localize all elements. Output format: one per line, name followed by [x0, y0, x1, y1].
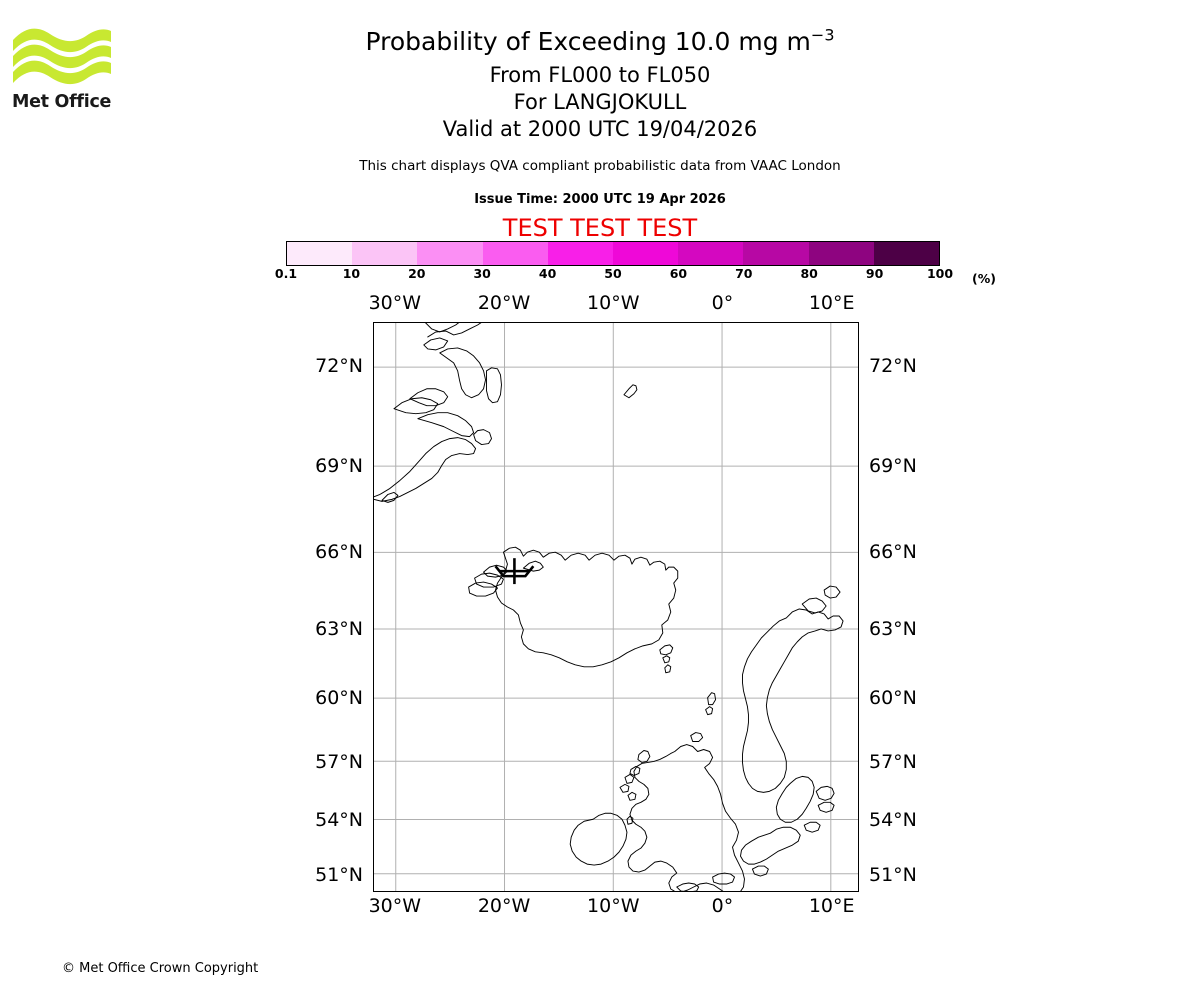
colorbar-tick-20: 20	[408, 266, 426, 281]
lat-label-right-54°N: 54°N	[869, 809, 917, 832]
colorbar-tick-60: 60	[669, 266, 688, 281]
lat-label-left-63°N: 63°N	[315, 618, 363, 641]
probability-colorbar	[286, 241, 940, 266]
colorbar-band-90-100	[873, 242, 940, 265]
volcano-name-subtitle: For LANGJOKULL	[513, 90, 687, 114]
lon-label-top-20°W: 20°W	[477, 292, 531, 314]
lon-label-top-10°E: 10°E	[808, 292, 855, 314]
volcano-marker	[494, 558, 535, 585]
lon-label-bottom-30°W: 30°W	[368, 895, 422, 917]
lat-label-right-66°N: 66°N	[869, 541, 917, 564]
colorbar-band-30-40	[482, 242, 548, 265]
colorbar-band-10-20	[352, 242, 418, 265]
colorbar-band-80-90	[808, 242, 874, 265]
colorbar-band-40-50	[547, 242, 614, 265]
colorbar-tick-30: 30	[473, 266, 491, 281]
colorbar-band-50-60	[613, 242, 679, 265]
colorbar-tick-10: 10	[342, 266, 361, 281]
lat-label-right-57°N: 57°N	[869, 750, 917, 773]
colorbar-band-70-80	[743, 242, 809, 265]
colorbar-tick-0.1: 0.1	[274, 266, 298, 281]
colorbar-tick-50: 50	[604, 266, 622, 281]
issue-time: Issue Time: 2000 UTC 19 Apr 2026	[474, 192, 726, 207]
lat-label-left-66°N: 66°N	[315, 541, 363, 564]
ash-probability-map[interactable]	[373, 322, 859, 892]
lon-label-top-0°: 0°	[711, 292, 734, 314]
map-graticule	[374, 323, 858, 891]
colorbar-unit-label: (%)	[972, 271, 996, 286]
lon-label-bottom-10°E: 10°E	[808, 895, 855, 917]
colorbar-gradient	[286, 241, 940, 266]
colorbar-tick-80: 80	[800, 266, 818, 281]
lat-label-right-63°N: 63°N	[869, 618, 917, 641]
coastlines	[374, 323, 844, 891]
colorbar-tick-90: 90	[865, 266, 884, 281]
lat-label-left-57°N: 57°N	[315, 750, 363, 773]
lon-label-bottom-20°W: 20°W	[477, 895, 531, 917]
lat-label-right-51°N: 51°N	[869, 863, 917, 886]
lat-label-right-72°N: 72°N	[869, 355, 917, 378]
colorbar-tick-labels: 0.1 10 20 30 40 50 60 70 80 90 100	[0, 266, 1200, 284]
lat-label-left-54°N: 54°N	[315, 809, 363, 832]
lon-label-bottom-10°W: 10°W	[587, 895, 640, 917]
page-title: Probability of Exceeding 10.0 mg m−3	[0, 26, 1200, 58]
colorbar-tick-40: 40	[538, 266, 557, 281]
colorbar-band-60-70	[678, 242, 744, 265]
met-office-logo-text: Met Office	[12, 92, 112, 112]
flight-level-subtitle: From FL000 to FL050	[489, 63, 711, 87]
valid-time-subtitle: Valid at 2000 UTC 19/04/2026	[442, 117, 758, 141]
lon-label-top-30°W: 30°W	[368, 292, 422, 314]
lon-label-bottom-0°: 0°	[711, 895, 734, 917]
met-office-logo	[12, 22, 112, 112]
copyright-notice: © Met Office Crown Copyright	[62, 961, 259, 976]
test-banner: TEST TEST TEST	[502, 214, 698, 242]
page-title-exponent: −3	[810, 25, 835, 45]
lat-label-left-51°N: 51°N	[315, 863, 363, 886]
lat-label-left-72°N: 72°N	[315, 355, 363, 378]
colorbar-tick-100: 100	[926, 266, 954, 281]
lon-label-top-10°W: 10°W	[587, 292, 640, 314]
qva-note: This chart displays QVA compliant probab…	[359, 158, 841, 174]
lat-label-right-69°N: 69°N	[869, 454, 917, 477]
lat-label-left-69°N: 69°N	[315, 454, 363, 477]
colorbar-band-0.1-10	[287, 242, 353, 265]
lat-label-left-60°N: 60°N	[315, 687, 363, 710]
colorbar-tick-70: 70	[735, 266, 753, 281]
page-title-text: Probability of Exceeding 10.0 mg m	[365, 27, 811, 56]
colorbar-band-20-30	[417, 242, 483, 265]
lat-label-right-60°N: 60°N	[869, 687, 917, 710]
